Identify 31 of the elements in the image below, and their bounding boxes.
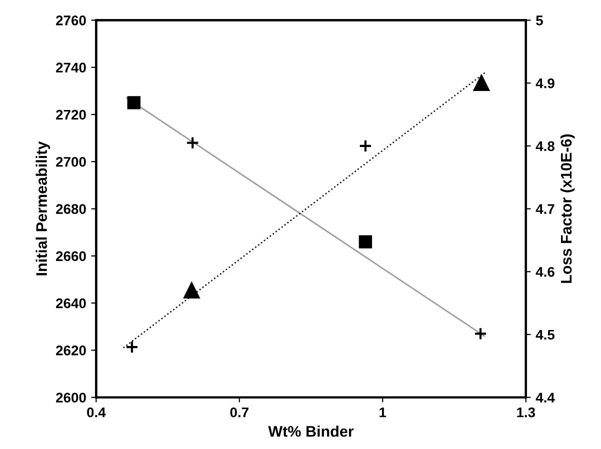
- y-tick-label: 2640: [56, 298, 86, 308]
- y-tick-label: 2760: [56, 16, 86, 26]
- y-tick-label: 2720: [56, 110, 86, 120]
- y-tick-label: 2600: [56, 392, 86, 403]
- y-tick-label: 2700: [56, 156, 86, 167]
- y-tick-label: 2740: [56, 62, 86, 73]
- y2-tick-label: 4.5: [536, 330, 555, 340]
- x-tick-label: 1.3: [517, 407, 536, 418]
- x-tick-label: 0.7: [230, 407, 248, 418]
- point: [358, 235, 372, 248]
- y-tick-label: 2620: [56, 346, 86, 356]
- y2-tick-label: 4.7: [536, 204, 554, 214]
- y-tick-label: 2660: [56, 251, 86, 262]
- point: [474, 327, 488, 340]
- x-tick-label: 1: [380, 408, 386, 418]
- y2-axis-title: Loss Factor (x10E-6): [560, 134, 575, 283]
- y2-tick-label: 5: [536, 16, 543, 26]
- x-axis-title: Wt% Binder: [268, 426, 354, 437]
- point: [184, 282, 200, 298]
- point: [127, 96, 140, 110]
- point: [186, 136, 200, 150]
- y-axis-title: Initial Permeability: [36, 141, 50, 276]
- point: [358, 139, 372, 153]
- point: [125, 340, 139, 354]
- point: [473, 75, 490, 92]
- y2-tick-label: 4.8: [536, 141, 554, 152]
- y2-tick-label: 4.9: [536, 78, 554, 88]
- y-tick-label: 2680: [56, 204, 86, 214]
- y2-tick-label: 4.6: [536, 266, 554, 277]
- y2-tick-label: 4.4: [536, 392, 555, 402]
- x-tick-label: 0.4: [87, 407, 106, 418]
